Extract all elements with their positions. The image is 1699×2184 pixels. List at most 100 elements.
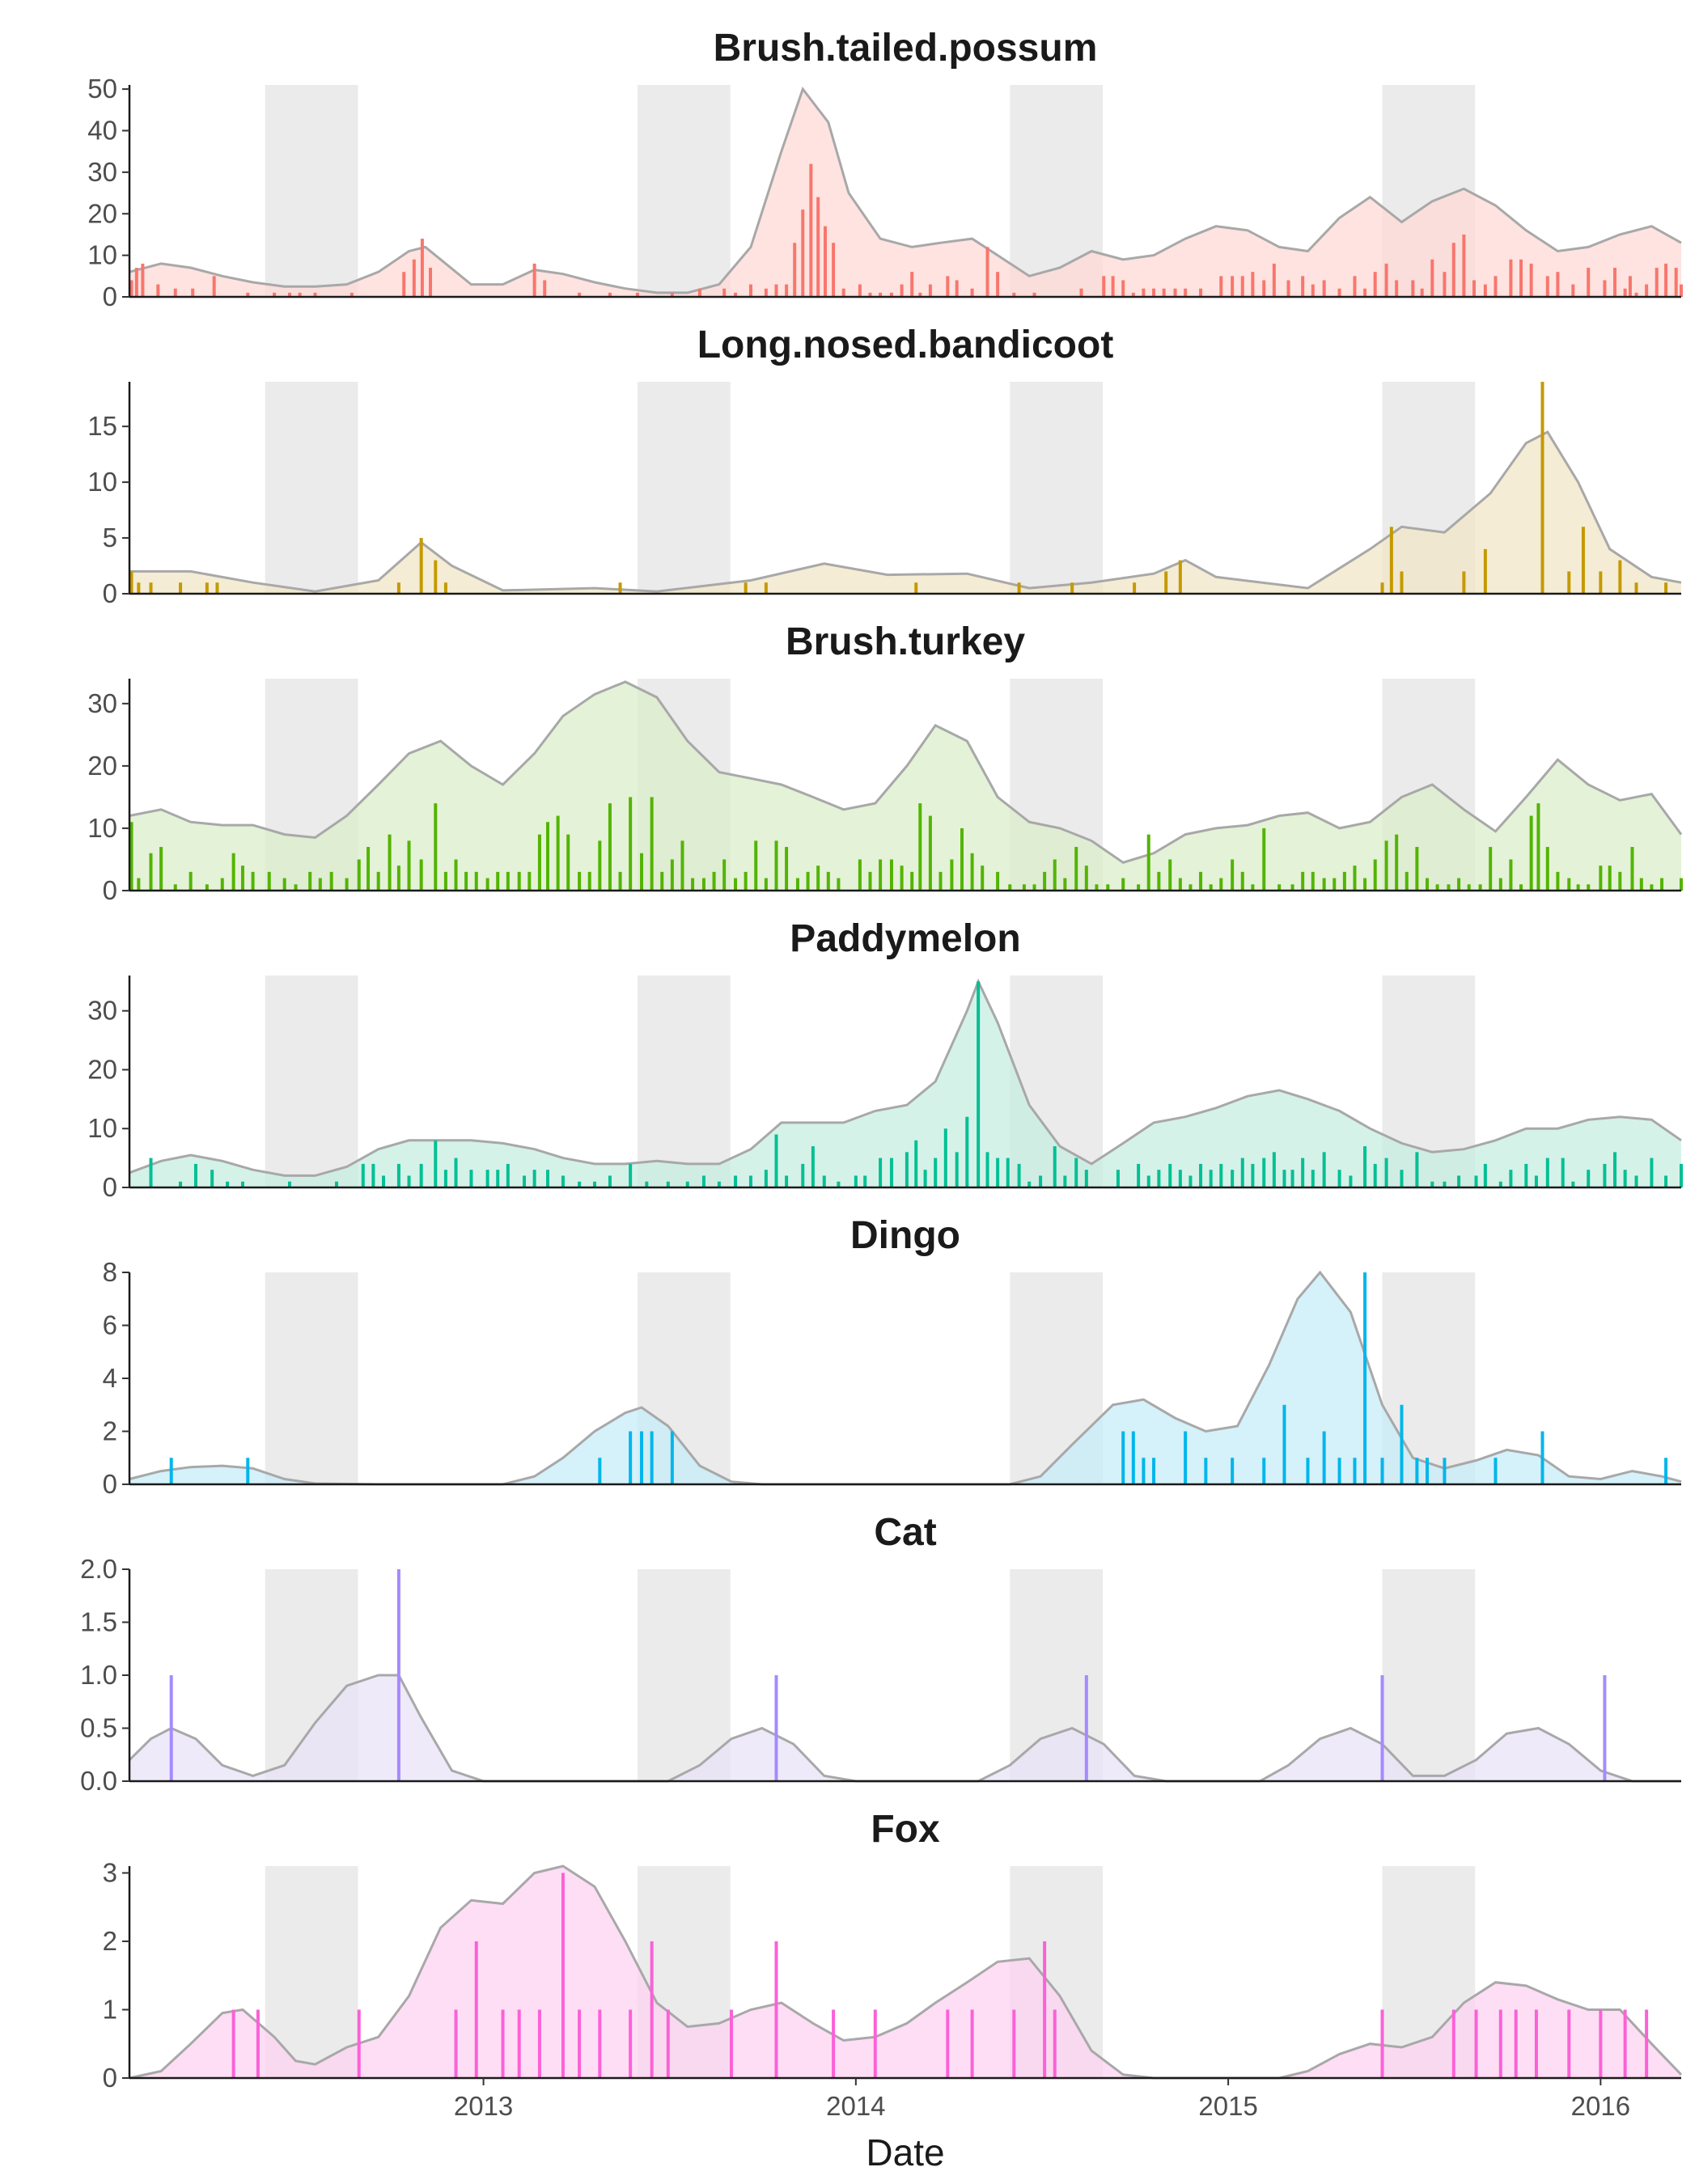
count-bar — [1142, 288, 1146, 297]
count-bar — [1478, 884, 1482, 891]
count-bar — [618, 871, 622, 891]
count-bar — [1462, 571, 1466, 594]
count-bar — [294, 884, 298, 891]
count-bar — [1664, 1458, 1668, 1484]
count-bar — [1032, 292, 1036, 297]
y-tick-label: 0 — [103, 1469, 117, 1499]
count-bar — [215, 582, 219, 594]
count-bar — [928, 815, 932, 891]
count-bar — [134, 268, 138, 297]
count-bar — [1017, 1163, 1021, 1187]
count-bar — [1645, 2009, 1649, 2078]
panel-title: Long.nosed.bandicoot — [697, 324, 1114, 366]
count-bar — [868, 292, 872, 297]
count-bar — [246, 1458, 250, 1484]
count-bar — [1498, 878, 1502, 891]
count-bar — [345, 878, 349, 891]
count-bar — [1599, 866, 1603, 891]
count-bar — [1655, 268, 1659, 297]
count-bar — [1556, 871, 1560, 891]
count-bar — [1209, 1170, 1213, 1187]
count-bar — [179, 1181, 183, 1187]
count-bar — [1184, 1431, 1188, 1484]
count-bar — [1645, 284, 1649, 297]
count-bar — [396, 1163, 400, 1187]
count-bar — [1231, 859, 1235, 891]
count-bar — [1219, 1163, 1223, 1187]
count-bar — [1162, 288, 1166, 297]
count-bar — [1053, 1146, 1057, 1187]
count-bar — [1451, 243, 1455, 297]
count-bar — [566, 834, 570, 891]
count-bar — [1514, 2009, 1518, 2078]
count-bar — [1199, 1163, 1203, 1187]
count-bar — [1384, 1158, 1388, 1187]
count-bar — [1282, 1404, 1286, 1484]
count-bar — [1349, 1175, 1353, 1187]
count-bar — [1043, 871, 1047, 891]
count-bar — [1483, 548, 1487, 594]
panel-brush-turkey: Brush.turkey 0 10 20 30 — [87, 620, 1683, 905]
count-bar — [1106, 884, 1110, 891]
count-bar — [1053, 2009, 1057, 2078]
count-bar — [928, 284, 932, 297]
count-bar — [1680, 878, 1683, 891]
count-bar — [1618, 560, 1622, 594]
count-bar — [1084, 1675, 1088, 1781]
count-bar — [407, 1175, 411, 1187]
count-bar — [1443, 1181, 1447, 1187]
count-bar — [858, 859, 862, 891]
count-bar — [1415, 1152, 1419, 1187]
count-bar — [680, 840, 684, 891]
count-bar — [1231, 1170, 1235, 1187]
count-bar — [754, 840, 758, 891]
count-bar — [1074, 847, 1078, 891]
count-bar — [1168, 859, 1172, 891]
count-bar — [1634, 1175, 1638, 1187]
count-bar — [1474, 2009, 1478, 2078]
count-bar — [1363, 1272, 1367, 1484]
count-bar — [1168, 1163, 1172, 1187]
count-bar — [1240, 871, 1244, 891]
count-bar — [1262, 827, 1266, 891]
count-bar — [1599, 2009, 1603, 2078]
count-bar — [1063, 1175, 1067, 1187]
count-bar — [748, 284, 752, 297]
count-bar — [149, 853, 153, 891]
count-bar — [1634, 582, 1638, 594]
count-bar — [748, 1175, 752, 1187]
count-bar — [1373, 272, 1377, 297]
count-bar — [1613, 268, 1617, 297]
count-bar — [822, 1175, 826, 1187]
count-bar — [809, 163, 813, 297]
count-bar — [443, 582, 447, 594]
count-bar — [938, 871, 943, 891]
count-bar — [970, 853, 974, 891]
count-bar — [1053, 859, 1057, 891]
shaded-period — [265, 976, 358, 1187]
count-bar — [618, 582, 622, 594]
count-bar — [578, 292, 582, 297]
count-bar — [1311, 1170, 1315, 1187]
count-bar — [685, 1181, 689, 1187]
count-bar — [240, 866, 244, 891]
count-bar — [1650, 884, 1654, 891]
count-bar — [996, 1158, 1000, 1187]
count-bar — [734, 1175, 738, 1187]
count-bar — [910, 871, 914, 891]
count-bar — [1178, 560, 1182, 594]
count-bar — [1603, 1675, 1607, 1781]
count-bar — [889, 1158, 893, 1187]
count-bar — [1262, 1458, 1266, 1484]
count-bar — [970, 2009, 974, 2078]
count-bar — [1121, 878, 1125, 891]
count-bar — [1079, 288, 1083, 297]
count-bar — [428, 268, 432, 297]
count-bar — [914, 1140, 918, 1187]
count-bar — [1603, 1163, 1607, 1187]
count-bar — [801, 210, 805, 297]
count-bar — [1142, 1458, 1146, 1484]
count-bar — [1311, 871, 1315, 891]
count-bar — [366, 847, 371, 891]
count-bar — [1363, 1146, 1367, 1187]
